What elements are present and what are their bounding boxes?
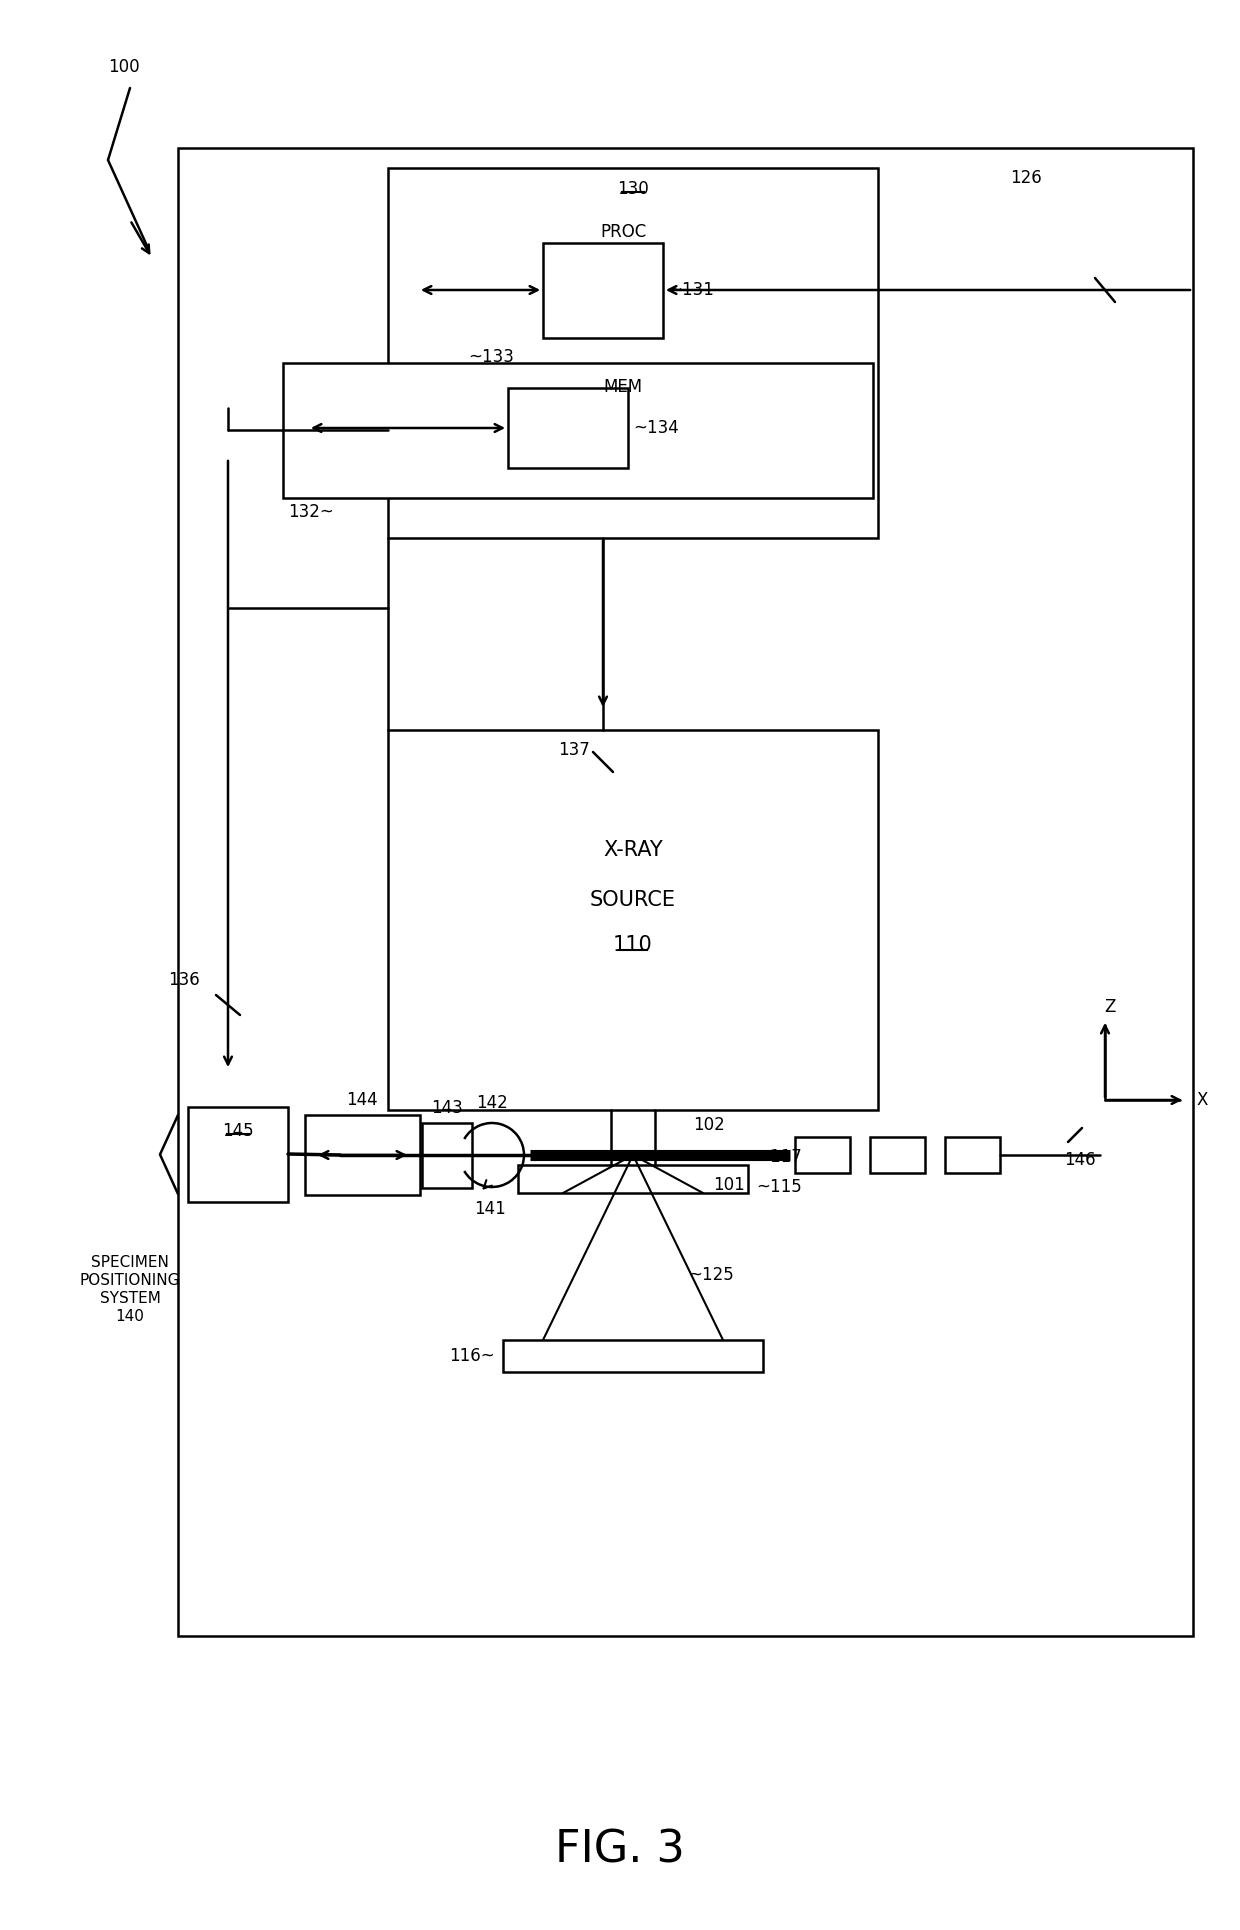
Text: FIG. 3: FIG. 3 (556, 1828, 684, 1872)
Bar (388, 168, 878, 538)
Text: 100: 100 (108, 58, 140, 75)
Text: 110: 110 (613, 934, 653, 955)
Text: 146: 146 (1064, 1150, 1096, 1170)
Text: 136: 136 (167, 971, 200, 988)
Text: SPECIMEN: SPECIMEN (91, 1254, 169, 1270)
Bar (283, 363, 873, 498)
Text: ~115: ~115 (756, 1177, 802, 1197)
Bar (422, 1123, 472, 1189)
Text: ~117: ~117 (756, 1148, 802, 1166)
Bar (795, 1137, 849, 1173)
Text: 102: 102 (693, 1116, 724, 1135)
Text: ~131: ~131 (668, 282, 714, 299)
Text: 132~: 132~ (288, 504, 334, 521)
Bar (179, 149, 1193, 1637)
Bar (543, 243, 663, 338)
Text: X-RAY: X-RAY (603, 840, 663, 861)
Bar (503, 1339, 763, 1372)
Text: ~133: ~133 (467, 347, 513, 367)
Bar (518, 1166, 748, 1193)
Bar (870, 1137, 925, 1173)
Text: X: X (1197, 1090, 1208, 1110)
Bar (945, 1137, 999, 1173)
Text: ~125: ~125 (688, 1266, 734, 1283)
Text: 144: 144 (346, 1090, 378, 1110)
Text: ~134: ~134 (632, 419, 678, 436)
Text: 143: 143 (432, 1098, 463, 1117)
Text: 141: 141 (474, 1200, 506, 1218)
Text: MEM: MEM (604, 378, 642, 396)
Text: 142: 142 (476, 1094, 508, 1112)
Text: 137: 137 (558, 741, 590, 758)
Text: PROC: PROC (600, 224, 646, 241)
Text: 130: 130 (618, 179, 649, 199)
Text: SOURCE: SOURCE (590, 890, 676, 911)
Text: SYSTEM: SYSTEM (99, 1291, 160, 1307)
Bar (188, 1108, 288, 1202)
Text: 116~: 116~ (449, 1347, 495, 1365)
Text: 126: 126 (1011, 170, 1042, 187)
Text: 145: 145 (222, 1121, 254, 1141)
Bar (305, 1116, 420, 1195)
Text: Z: Z (1105, 998, 1116, 1015)
Bar (508, 388, 627, 467)
Text: 101: 101 (713, 1175, 745, 1195)
Bar (388, 730, 878, 1110)
Text: POSITIONING: POSITIONING (79, 1274, 180, 1287)
Text: 140: 140 (115, 1309, 144, 1324)
